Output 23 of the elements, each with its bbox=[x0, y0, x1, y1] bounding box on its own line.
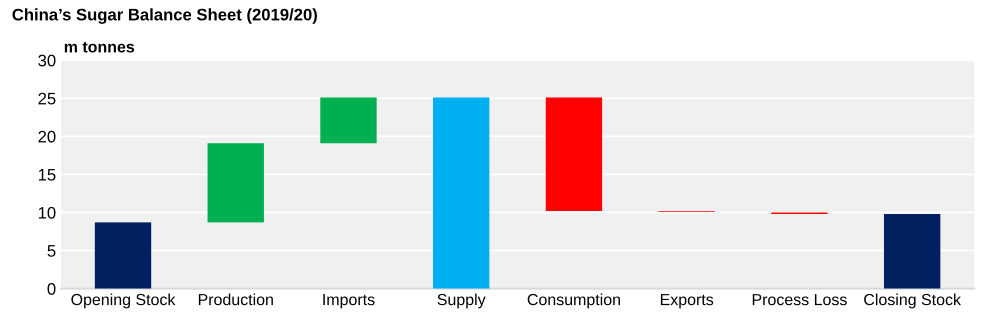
x-tick-label: Production bbox=[198, 293, 273, 306]
bar bbox=[208, 143, 264, 222]
x-tick-label: Opening Stock bbox=[71, 293, 176, 308]
bar bbox=[320, 98, 377, 144]
y-tick-label: 5 bbox=[48, 245, 56, 257]
x-tick-label: Consumption bbox=[528, 293, 620, 308]
y-tick-label: 10 bbox=[38, 206, 56, 219]
x-tick-label: Closing Stock bbox=[864, 293, 962, 308]
bar bbox=[94, 222, 152, 289]
y-tick-label: 0 bbox=[48, 283, 56, 295]
y-axis-title: m tonnes bbox=[64, 42, 134, 53]
y-tick-label: 20 bbox=[38, 130, 56, 143]
y-tick-label: 25 bbox=[38, 92, 56, 105]
x-tick-label: Imports bbox=[323, 294, 375, 308]
x-tick-label: Exports bbox=[660, 294, 714, 308]
bar bbox=[884, 214, 940, 289]
x-tick-label: Process Loss bbox=[752, 294, 847, 306]
x-tick-label: Supply bbox=[438, 293, 486, 308]
bar bbox=[433, 98, 490, 289]
bar bbox=[546, 98, 602, 211]
y-tick-label: 15 bbox=[38, 169, 56, 181]
chart-title: China’s Sugar Balance Sheet (2019/20) bbox=[12, 8, 317, 24]
y-tick-label: 30 bbox=[38, 54, 56, 66]
